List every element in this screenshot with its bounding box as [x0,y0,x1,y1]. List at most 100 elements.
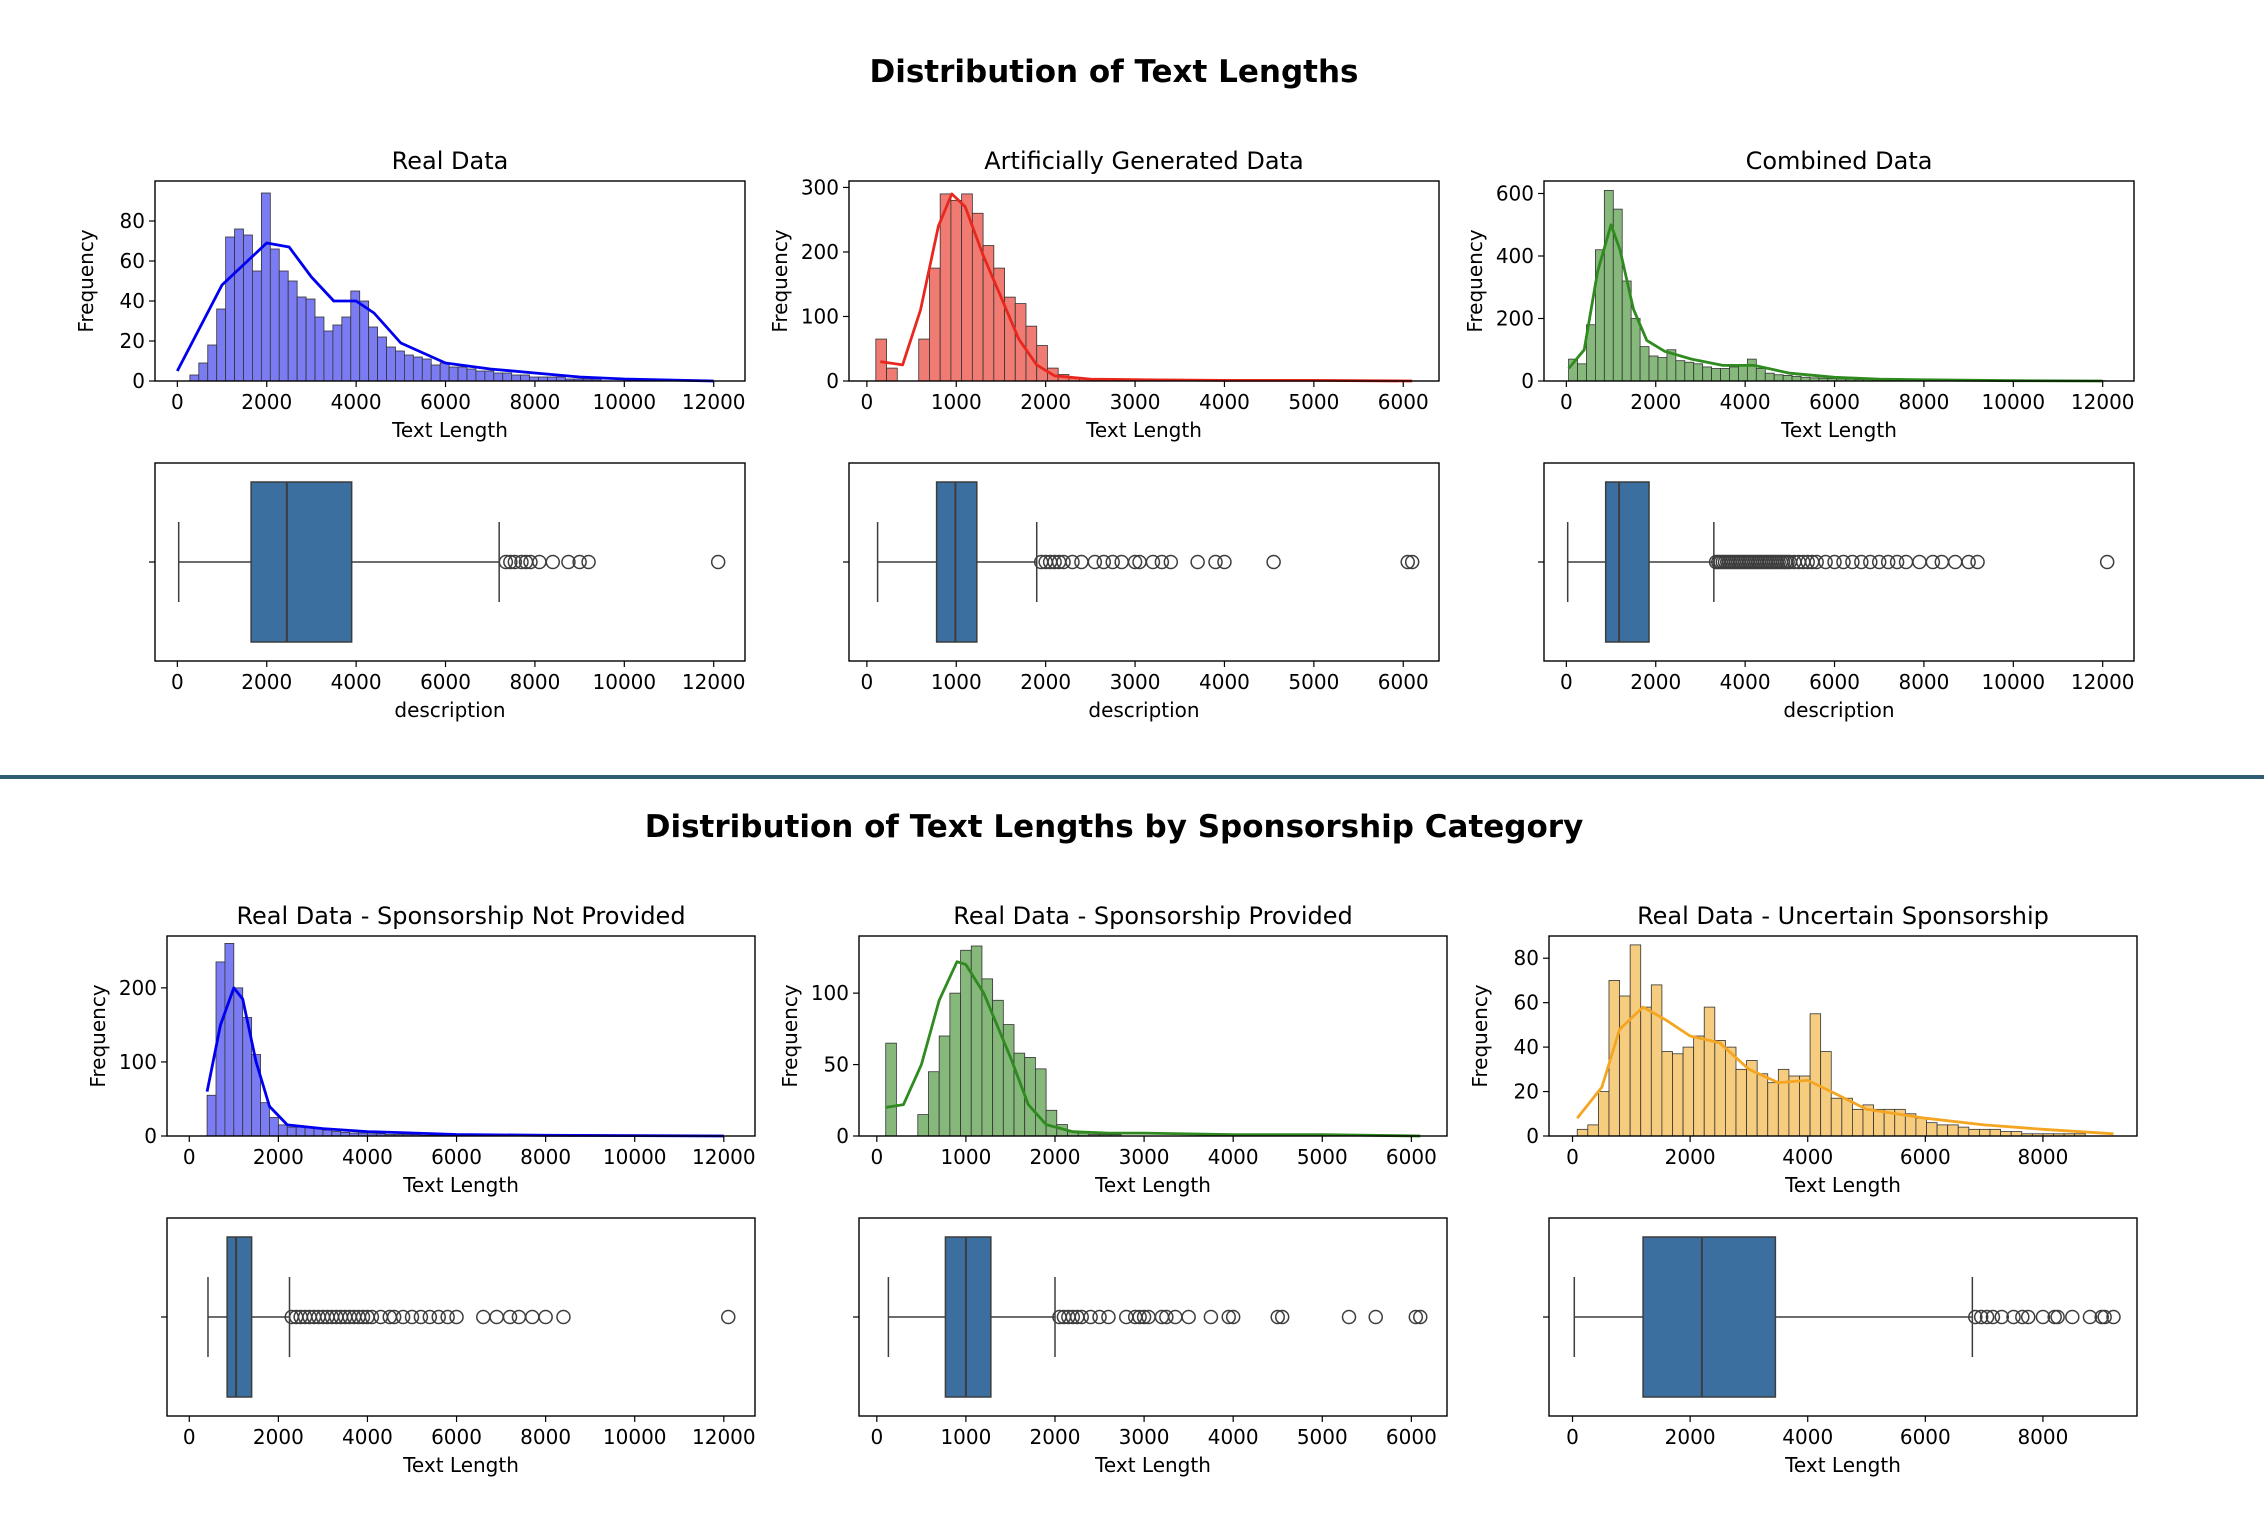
outlier-point [1368,1309,1383,1325]
histogram-bar [466,368,477,382]
x-tick-label: 8000 [520,1425,571,1449]
outlier-point [1889,554,1905,570]
outlier-point [498,554,514,570]
x-tick-label: 4000 [1208,1145,1259,1169]
histogram-bar [950,199,963,382]
iqr-box [250,481,353,643]
outlier-point [1898,554,1914,570]
histogram-bar [928,1071,940,1137]
x-tick-label: 4000 [342,1145,393,1169]
outlier-point [1208,554,1223,570]
plot-frame [858,935,1448,1137]
plot-frame [166,935,756,1137]
histogram-bar [1661,1051,1673,1137]
outlier-point [1863,554,1878,570]
histogram-bar [341,316,352,382]
outlier-point [2020,1309,2036,1325]
y-tick-label: 50 [824,1053,849,1077]
histogram-bar [1989,1128,2001,1137]
outlier-point [1961,554,1976,570]
outlier-point [1190,554,1205,570]
histogram-bar [359,300,370,382]
plot-frame [1543,180,2135,382]
outlier-point [1132,1309,1147,1325]
histogram-bar [251,1054,261,1137]
y-tick-label: 80 [1514,946,1539,970]
y-tick-label: 0 [826,369,839,393]
y-axis-label: Frequency [74,229,98,332]
outlier-point [1270,1309,1285,1325]
outlier-point [1159,1309,1174,1325]
histogram-bar [287,280,298,382]
histogram-bar [1764,372,1775,382]
x-tick-label: 10000 [603,1425,667,1449]
outlier-point [1096,554,1112,570]
histogram-bar [386,346,396,382]
x-tick-label: 12000 [2071,670,2135,694]
outliers [1968,1309,2121,1325]
x-tick-label: 2000 [1630,390,1681,414]
histogram-bar [1045,1109,1058,1137]
histogram-bar [1639,346,1650,382]
histogram-bar [323,330,334,382]
histogram-bar [1782,374,1793,382]
y-axis-label: Frequency [778,984,802,1087]
outlier-point [561,554,576,570]
histogram-bar [215,961,226,1137]
histogram-bar [1968,1128,1980,1137]
x-tick-label: 5000 [1297,1425,1348,1449]
y-tick-label: 20 [1514,1080,1539,1104]
outlier-point [1105,554,1120,570]
histogram-bar [1746,358,1757,382]
outlier-point [440,1309,455,1325]
x-tick-label: 1000 [931,390,982,414]
outlier-point [1065,554,1080,570]
histogram-bar [430,364,441,382]
x-tick-label: 8000 [509,670,560,694]
x-axis-label: Text Length [1784,1453,1901,1477]
y-axis-label: Frequency [768,229,792,332]
outlier-point [525,1309,540,1325]
x-tick-label: 12000 [682,670,746,694]
x-axis-label: Text Length [1085,418,1202,442]
outlier-point [1818,554,1833,570]
x-tick-label: 3000 [1110,670,1161,694]
x-tick-label: 0 [1560,390,1573,414]
x-axis-label: Text Length [391,418,508,442]
outlier-point [1092,1309,1107,1325]
histogram-bar [918,338,930,382]
x-axis-label: Text Length [402,1173,519,1197]
x-tick-label: 10000 [593,670,657,694]
x-tick-label: 4000 [1720,670,1771,694]
histogram-bar [1791,375,1802,382]
y-tick-label: 100 [811,981,849,1005]
histogram-bar [286,1126,297,1137]
x-tick-label: 0 [861,390,874,414]
plot-frame [848,180,1440,382]
histogram-bar [1729,366,1739,382]
histogram-bar [1648,355,1659,382]
outlier-point [1934,554,1950,570]
x-tick-label: 0 [171,670,184,694]
outlier-point [404,1309,420,1325]
x-tick-label: 6000 [1378,390,1429,414]
histogram-bar [1936,1124,1949,1137]
histogram-bar [1915,1117,1927,1137]
histogram-bar [448,366,459,382]
y-tick-label: 0 [1526,1124,1539,1148]
x-axis-label: Text Length [1094,1173,1211,1197]
outlier-point [581,554,596,570]
outlier-point [1101,1309,1116,1325]
outlier-point [1163,554,1179,570]
x-tick-label: 1000 [931,670,982,694]
x-tick-label: 2000 [1030,1425,1081,1449]
iqr-box [944,1236,992,1398]
histogram-bar [1957,1126,1970,1137]
outlier-point [1871,554,1887,570]
outlier-point [355,1309,371,1325]
x-tick-label: 0 [183,1145,196,1169]
x-tick-label: 2000 [1020,670,1071,694]
x-tick-label: 8000 [1898,390,1949,414]
